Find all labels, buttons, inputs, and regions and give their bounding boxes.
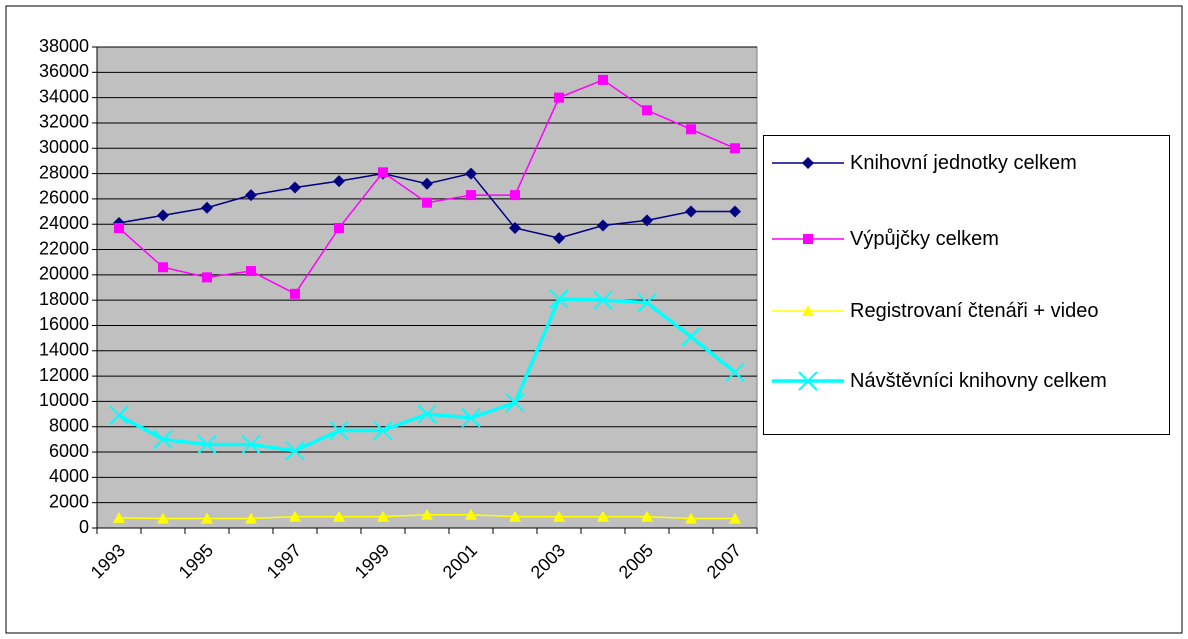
marker [642,105,652,116]
y-tick-label: 36000 [39,61,89,81]
marker [597,510,609,522]
marker [421,508,433,520]
marker [153,429,173,450]
legend-label: Registrovaní čtenáři + video [850,300,1099,322]
plot-area [96,46,758,529]
marker [157,512,169,524]
marker [114,223,124,234]
y-tick-label: 6000 [49,441,89,461]
marker [510,190,520,201]
marker [202,272,212,283]
marker [373,420,393,441]
marker [593,290,613,310]
marker [377,510,389,522]
marker [637,292,657,313]
marker [329,420,349,441]
marker [598,74,608,85]
legend-entry: Registrovaní čtenáři + video [764,296,1170,326]
y-tick-label: 34000 [39,86,89,106]
marker [729,205,741,218]
legend: Knihovní jednotky celkem Výpůjčky celkem R… [763,135,1170,435]
marker [685,512,697,524]
y-tick-label: 22000 [39,238,89,258]
marker [641,214,653,227]
marker [201,512,213,524]
marker [509,222,521,235]
marker [197,434,217,455]
marker [245,189,257,202]
y-tick-label: 20000 [39,264,89,284]
marker [802,305,814,316]
legend-swatch [772,157,844,169]
legend-label: Návštěvníci knihovny celkem [850,370,1107,392]
marker [553,232,565,245]
y-tick-label: 0 [79,517,89,537]
marker [378,167,388,178]
marker [803,234,813,244]
marker [729,512,741,524]
legend-swatch [772,234,844,244]
marker [245,512,257,524]
marker [246,266,256,277]
y-tick-label: 12000 [39,365,89,385]
marker [802,157,814,169]
marker [509,510,521,522]
marker [554,92,564,103]
y-tick-label: 24000 [39,213,89,233]
y-tick-label: 2000 [49,491,89,511]
marker [686,124,696,135]
y-tick-label: 18000 [39,289,89,309]
marker [681,327,701,347]
legend-entry: Návštěvníci knihovny celkem [764,366,1170,396]
marker [417,404,437,424]
legend-entry: Výpůjčky celkem [764,224,1170,254]
marker [289,510,301,522]
marker [109,405,129,426]
y-tick-label: 16000 [39,314,89,334]
marker [553,510,565,522]
legend-label: Knihovní jednotky celkem [850,152,1077,174]
marker [290,288,300,299]
legend-label: Výpůjčky celkem [850,228,999,250]
y-tick-label: 32000 [39,112,89,132]
marker [685,205,697,218]
marker [333,175,345,188]
marker [730,143,740,154]
marker [461,408,481,428]
marker [113,511,125,523]
marker [641,510,653,522]
marker [158,262,168,273]
marker [201,201,213,214]
marker [597,219,609,232]
y-tick-label: 4000 [49,466,89,486]
marker [421,177,433,190]
y-tick-label: 30000 [39,137,89,157]
marker [466,190,476,201]
marker [334,223,344,234]
legend-swatch [772,371,844,391]
marker [798,371,818,391]
marker [422,197,432,208]
marker [285,441,305,461]
y-tick-label: 26000 [39,188,89,208]
marker [157,209,169,222]
marker [465,167,477,180]
marker [241,434,261,455]
legend-entry: Knihovní jednotky celkem [764,148,1170,178]
y-tick-label: 38000 [39,36,89,56]
marker [333,510,345,522]
marker [549,289,569,309]
y-tick-label: 28000 [39,162,89,182]
marker [289,181,301,194]
legend-swatch [772,305,844,316]
marker [465,508,477,520]
y-tick-label: 8000 [49,415,89,435]
marker [725,362,745,383]
y-tick-label: 14000 [39,340,89,360]
y-tick-label: 10000 [39,390,89,410]
marker [505,392,525,413]
